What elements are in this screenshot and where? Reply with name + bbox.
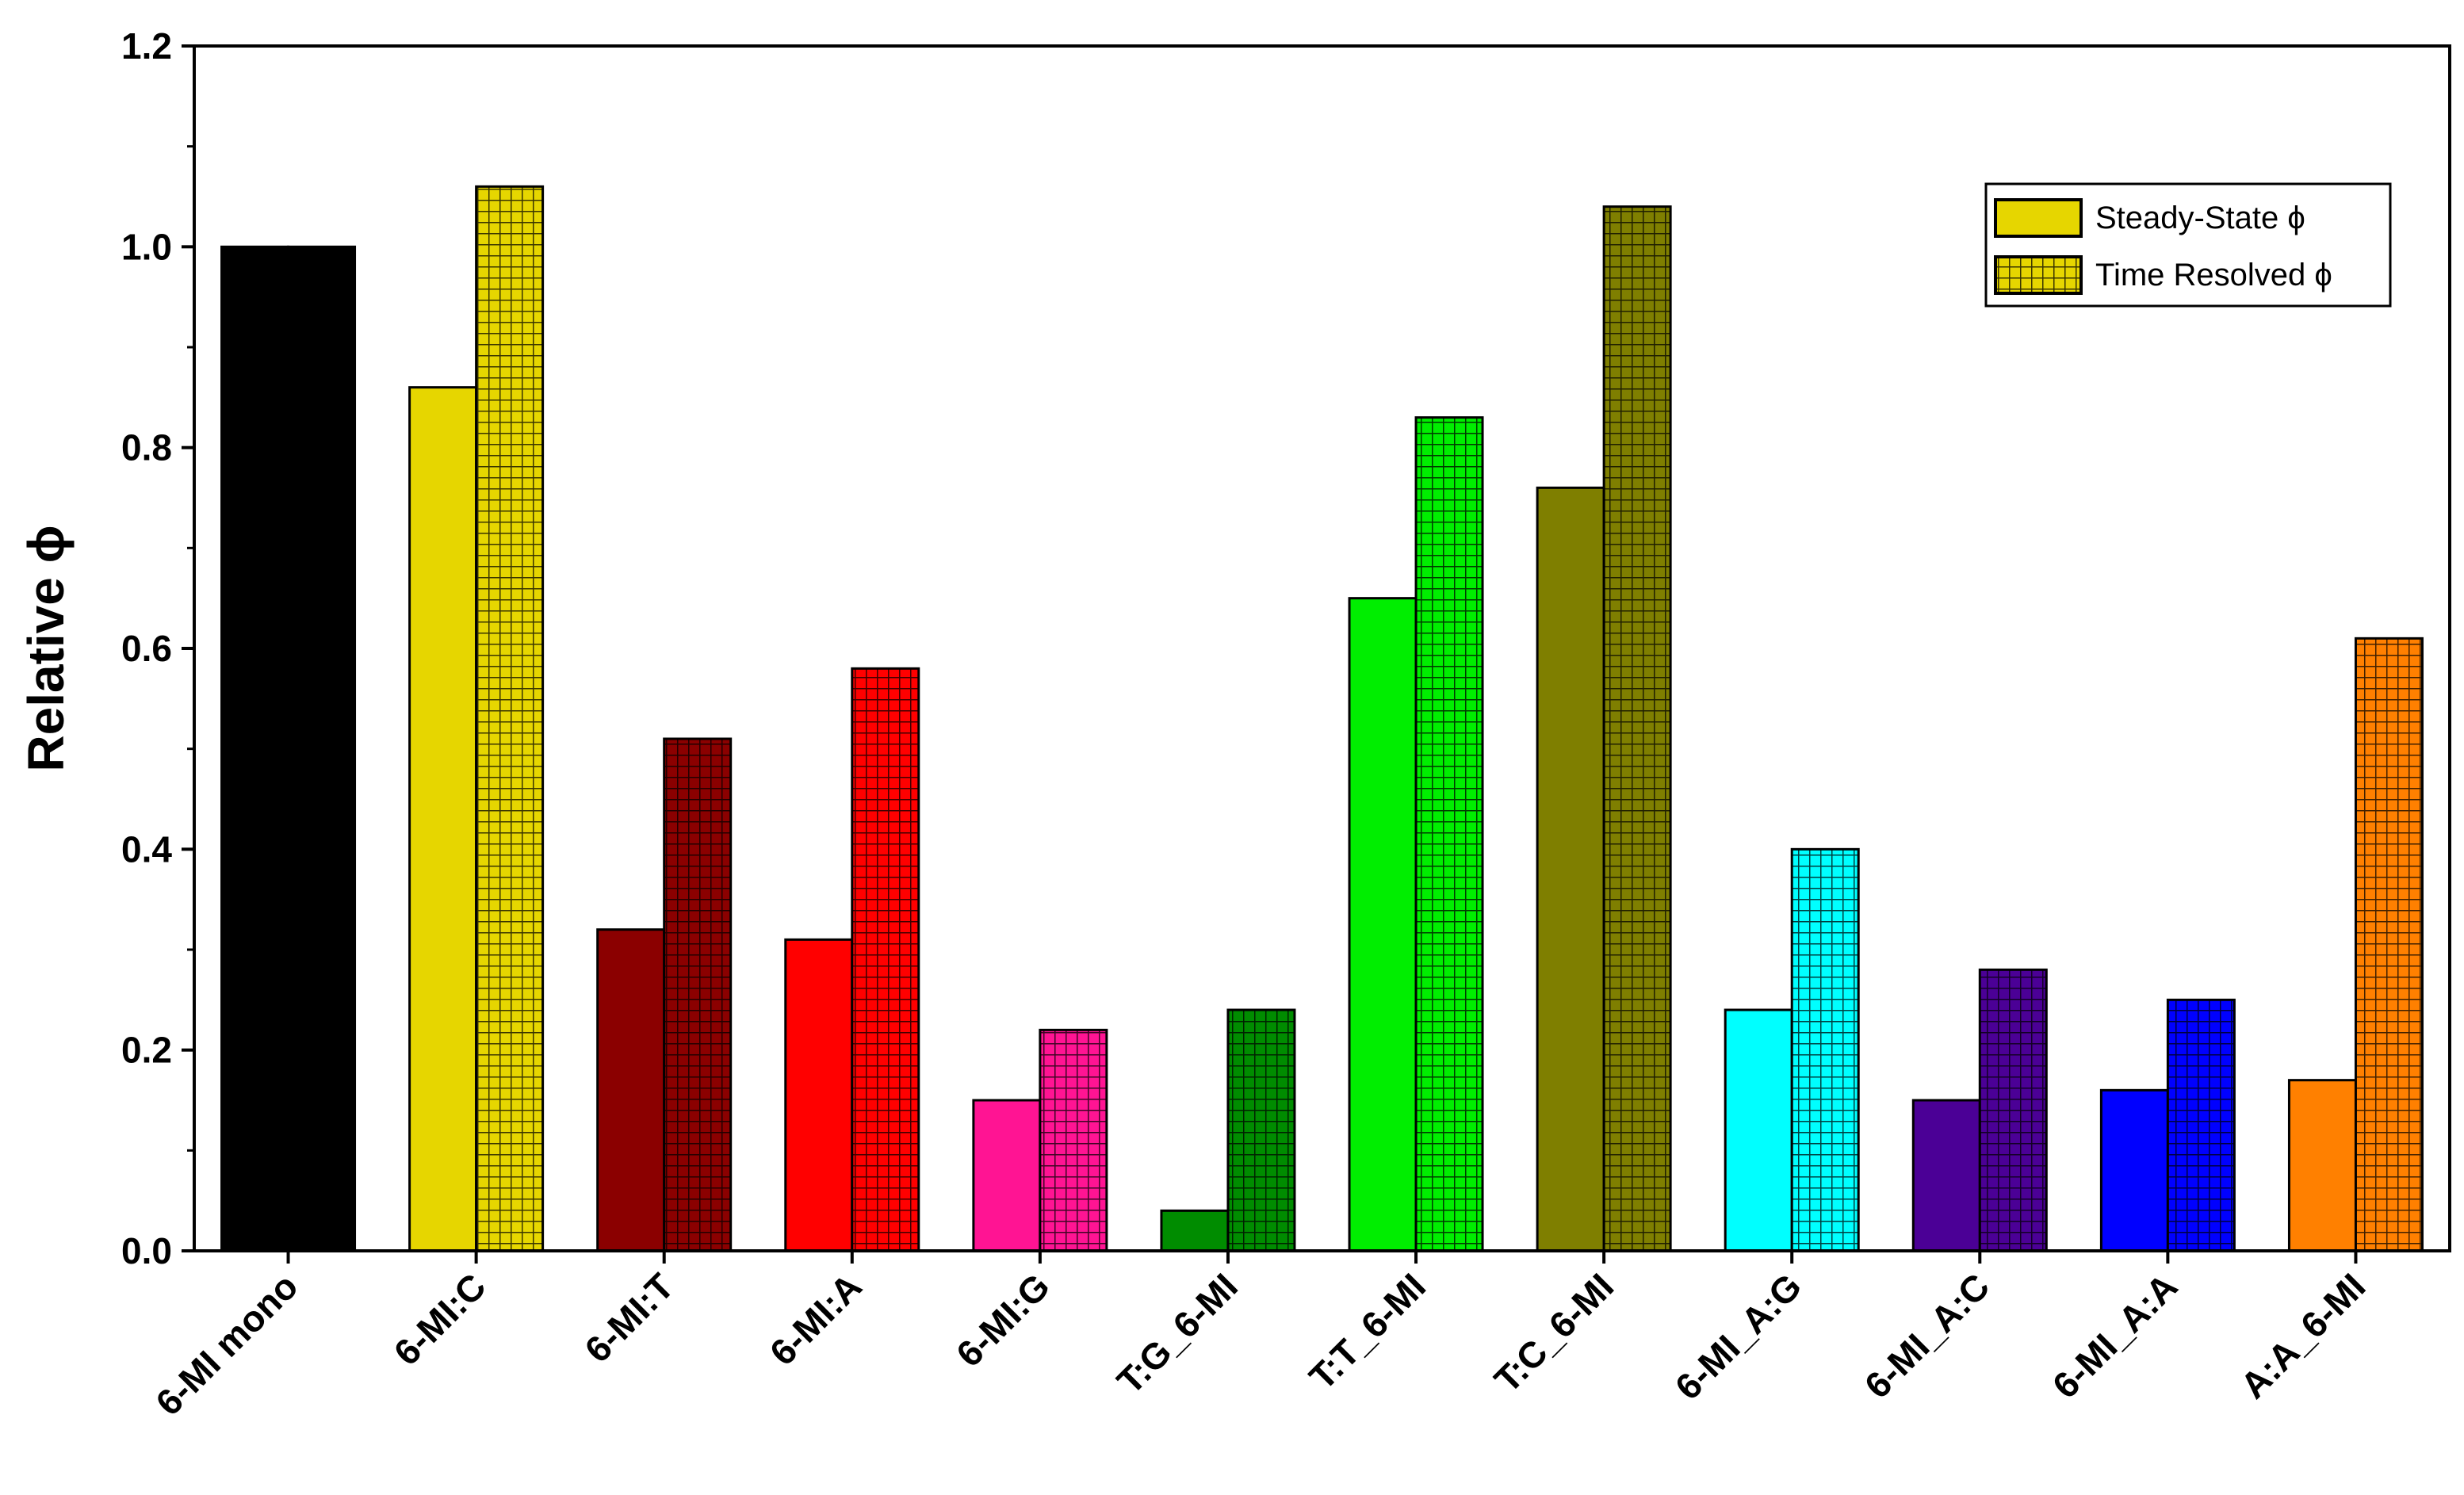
bar-time-resolved-7 [1602, 205, 1672, 1252]
bar-steady-state-11 [2287, 1079, 2357, 1252]
bar-steady-state-1 [408, 386, 478, 1252]
y-tick-label: 1.2 [121, 25, 172, 67]
bar-time-resolved-11 [2354, 637, 2424, 1252]
x-category-label: 6-MI_A:C [1857, 1265, 1998, 1406]
x-category-label: T:T_6-MI [1301, 1265, 1433, 1398]
legend-label: Steady-State ϕ [2095, 201, 2305, 235]
y-axis: 0.0 0.2 0.4 0.6 0.8 1.0 1.2 [121, 25, 194, 1271]
bar-steady-state-3 [784, 938, 854, 1252]
x-category-label: 6-MI:A [762, 1265, 870, 1373]
x-axis: 6-MI mono 6-MI:C 6-MI:T 6-MI:A 6-MI:G T:G_6-M… [147, 1251, 2374, 1424]
x-category-label: 6-MI_A:A [2045, 1265, 2186, 1406]
y-tick-label: 0.2 [121, 1030, 172, 1071]
bar-time-resolved-9 [1978, 968, 2048, 1252]
legend-swatch [1994, 255, 2083, 295]
x-category-label: T:G_6-MI [1109, 1265, 1245, 1401]
bar-steady-state-9 [1911, 1099, 1981, 1252]
x-category-label: 6-MI mono [147, 1265, 305, 1423]
bar-steady-state-6 [1348, 597, 1418, 1252]
bars-group [220, 185, 2424, 1252]
x-category-label: 6-MI:C [386, 1265, 494, 1373]
bar-steady-state-5 [1160, 1209, 1230, 1252]
bar-steady-state-0 [220, 245, 290, 1252]
y-tick-label: 0.6 [121, 628, 172, 669]
bar-time-resolved-2 [663, 737, 733, 1252]
y-tick-label: 0.4 [121, 828, 172, 870]
bar-time-resolved-5 [1226, 1008, 1296, 1252]
bar-time-resolved-6 [1414, 416, 1484, 1252]
bar-steady-state-4 [972, 1099, 1042, 1252]
x-category-label: A:A_6-MI [2233, 1265, 2374, 1406]
legend: Steady-State ϕ Time Resolved ϕ [1984, 182, 2392, 308]
x-category-label: T:C_6-MI [1486, 1265, 1622, 1401]
y-tick-label: 1.0 [121, 226, 172, 267]
bar-steady-state-8 [1724, 1008, 1793, 1252]
y-tick-label: 0.8 [121, 427, 172, 468]
y-tick-label: 0.0 [121, 1230, 172, 1271]
bar-time-resolved-3 [851, 667, 920, 1252]
x-category-label: 6-MI_A:G [1667, 1265, 1810, 1408]
legend-label: Time Resolved ϕ [2095, 258, 2332, 292]
bar-time-resolved-1 [475, 185, 545, 1252]
bar-time-resolved-4 [1039, 1028, 1108, 1252]
bar-steady-state-2 [596, 928, 666, 1252]
y-axis-title: Relative ϕ [17, 525, 75, 771]
bar-steady-state-10 [2099, 1088, 2169, 1252]
legend-swatch [1994, 198, 2083, 238]
x-category-label: 6-MI:T [576, 1265, 682, 1371]
bar-time-resolved-8 [1790, 847, 1860, 1252]
bar-time-resolved-10 [2166, 998, 2236, 1252]
bar-steady-state-7 [1536, 486, 1605, 1252]
bar-time-resolved-0 [287, 245, 357, 1252]
x-category-label: 6-MI:G [948, 1265, 1058, 1375]
